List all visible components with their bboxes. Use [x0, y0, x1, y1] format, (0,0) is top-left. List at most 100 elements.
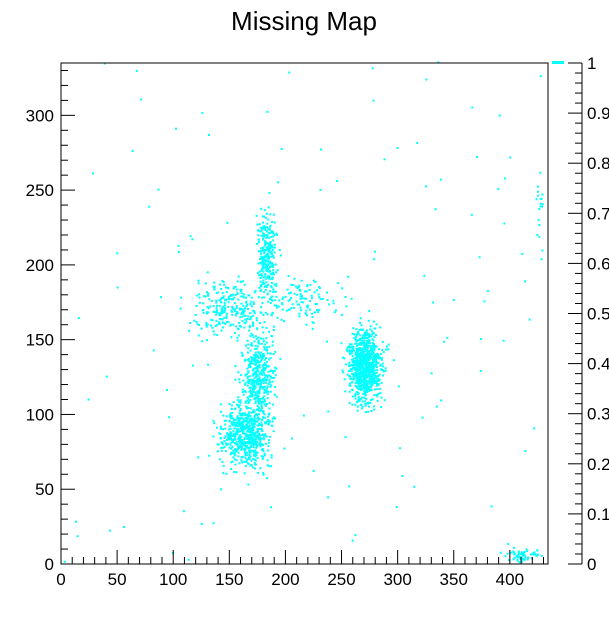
heatmap-cell — [233, 423, 236, 426]
heatmap-cell — [263, 348, 266, 351]
heatmap-cell — [353, 362, 356, 365]
heatmap-cell — [367, 369, 370, 372]
heatmap-cell — [262, 455, 265, 458]
heatmap-cell — [372, 360, 375, 363]
heatmap-cell — [223, 440, 226, 443]
heatmap-cell — [261, 434, 264, 436]
heatmap-cell — [245, 426, 248, 429]
heatmap-cell — [272, 269, 275, 272]
heatmap-cell — [314, 303, 317, 305]
heatmap-cell — [230, 447, 233, 450]
heatmap-cell — [367, 362, 370, 365]
heatmap-cell — [231, 452, 234, 455]
heatmap-cell — [352, 357, 355, 360]
heatmap-cell — [230, 422, 233, 425]
heatmap-cell — [365, 329, 368, 332]
heatmap-cell — [251, 380, 254, 383]
heatmap-cell — [237, 275, 240, 278]
heatmap-cell — [265, 420, 268, 423]
heatmap-cell — [321, 298, 324, 300]
heatmap-cell — [244, 454, 247, 457]
heatmap-cell — [371, 377, 374, 380]
heatmap-cell — [513, 556, 516, 559]
heatmap-cell — [238, 412, 241, 415]
heatmap-cell — [219, 318, 222, 321]
heatmap-cell — [380, 381, 383, 384]
heatmap-cell — [269, 302, 272, 304]
heatmap-cell — [248, 442, 251, 445]
heatmap-cell — [249, 445, 252, 448]
heatmap-cell — [387, 343, 390, 346]
heatmap-cell — [313, 291, 316, 294]
heatmap-cell — [257, 402, 260, 405]
heatmap-cell — [257, 339, 260, 342]
heatmap-cell — [355, 347, 358, 350]
heatmap-cell — [355, 380, 358, 383]
heatmap-cell — [269, 262, 272, 265]
heatmap-cell — [220, 427, 222, 430]
heatmap-cell — [236, 404, 239, 407]
heatmap-cell — [281, 302, 284, 305]
heatmap-cell — [253, 454, 255, 457]
heatmap-cell — [256, 271, 259, 274]
heatmap-cell — [262, 221, 264, 224]
heatmap-cell — [191, 364, 194, 367]
heatmap-cell — [255, 359, 257, 362]
heatmap-cell — [332, 302, 335, 305]
heatmap-cell — [254, 371, 257, 374]
heatmap-cell — [361, 328, 364, 331]
heatmap-cell — [356, 385, 359, 388]
heatmap-cell — [253, 462, 256, 465]
heatmap-cell — [280, 318, 283, 321]
heatmap-cell — [347, 275, 350, 278]
heatmap-cell — [376, 388, 379, 391]
heatmap-cell — [250, 342, 253, 345]
heatmap-cell — [299, 298, 302, 300]
heatmap-cell — [212, 285, 215, 288]
heatmap-cell — [256, 391, 259, 394]
heatmap-cell — [225, 442, 228, 445]
heatmap-cell — [263, 255, 266, 258]
heatmap-cell — [246, 303, 249, 306]
heatmap-cell — [239, 316, 242, 319]
heatmap-cell — [240, 459, 243, 462]
heatmap-cell — [254, 380, 257, 383]
heatmap-cell — [318, 296, 321, 299]
heatmap-cell — [362, 352, 365, 355]
heatmap-cell — [135, 69, 138, 72]
heatmap-cell — [476, 156, 478, 159]
heatmap-cell — [257, 429, 259, 432]
heatmap-cell — [63, 560, 66, 563]
heatmap-cell — [243, 437, 246, 439]
heatmap-cell — [267, 419, 270, 421]
heatmap-cell — [265, 277, 268, 280]
heatmap-cell — [262, 264, 265, 267]
heatmap-cell — [275, 295, 278, 298]
heatmap-cell — [276, 316, 279, 319]
heatmap-cell — [198, 293, 201, 296]
heatmap-cell — [236, 432, 239, 435]
heatmap-cell — [267, 370, 270, 373]
z-tick-label: 0.7 — [587, 204, 609, 223]
heatmap-cell — [258, 364, 261, 367]
heatmap-cell — [221, 443, 224, 446]
heatmap-cell — [247, 347, 250, 350]
heatmap-cell — [260, 408, 263, 411]
heatmap-cell — [251, 423, 254, 426]
heatmap-cell — [220, 301, 223, 304]
heatmap-cell — [241, 420, 244, 423]
heatmap-cell — [246, 377, 249, 380]
heatmap-cell — [251, 427, 254, 430]
heatmap-cell — [243, 438, 246, 441]
heatmap-cell — [364, 404, 367, 407]
heatmap-cell — [413, 485, 416, 488]
heatmap-cell — [283, 447, 286, 450]
heatmap-cell — [254, 385, 257, 388]
heatmap-cell — [140, 98, 143, 101]
heatmap-cell — [245, 407, 248, 410]
heatmap-cell — [219, 312, 222, 315]
heatmap-cell — [269, 385, 272, 388]
heatmap-cell — [216, 443, 219, 446]
heatmap-cell — [273, 416, 275, 419]
heatmap-cell — [360, 397, 363, 400]
